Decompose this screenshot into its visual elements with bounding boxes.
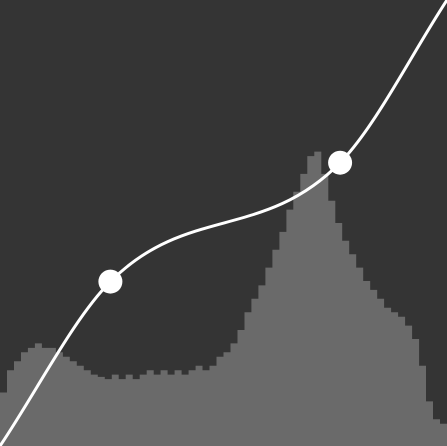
control-points [98, 150, 353, 294]
curve-control-point-2[interactable] [328, 150, 353, 175]
curve-control-point-1[interactable] [98, 269, 123, 294]
histogram-area [0, 151, 447, 446]
